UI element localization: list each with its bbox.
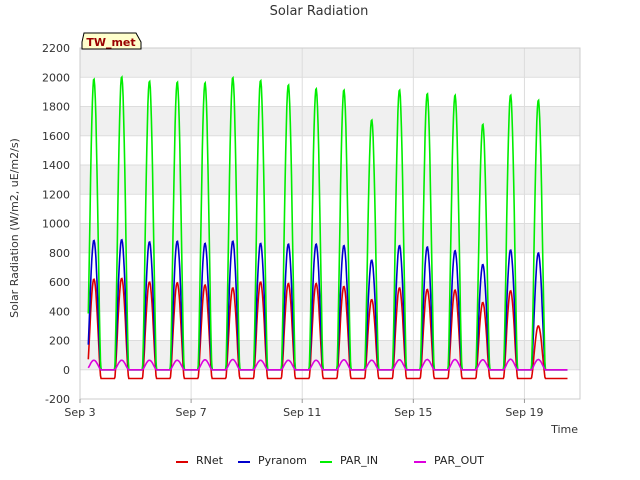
x-tick-label: Sep 19 [505, 406, 543, 419]
y-axis-label: Solar Radiation (W/m2, uE/m2/s) [8, 138, 21, 318]
background-band [80, 282, 580, 312]
x-axis-ticks: Sep 3 Sep 7 Sep 11 Sep 15 Sep 19 [64, 399, 544, 419]
series-rnet [87, 277, 568, 380]
x-tick-label: Sep 11 [283, 406, 321, 419]
y-tick-label: 2000 [42, 71, 70, 84]
x-axis-label: Time [550, 423, 578, 436]
x-tick-label: Sep 3 [64, 406, 95, 419]
y-tick-label: 400 [49, 305, 70, 318]
y-tick-label: 800 [49, 247, 70, 260]
series-par-out [87, 358, 568, 371]
background-band [80, 165, 580, 195]
legend-label-par-out: PAR_OUT [434, 454, 484, 467]
y-tick-label: 1800 [42, 101, 70, 114]
y-tick-label: 2200 [42, 42, 70, 55]
site-badge: TW_met [81, 32, 142, 50]
legend-label-par-in: PAR_IN [340, 454, 378, 467]
series-lines [87, 75, 568, 380]
background-band [80, 48, 580, 78]
y-tick-label: -200 [45, 393, 70, 406]
y-tick-label: 1400 [42, 159, 70, 172]
y-tick-label: 1000 [42, 218, 70, 231]
background-band [80, 106, 580, 136]
legend-label-rnet: RNet [196, 454, 224, 467]
chart-title: Solar Radiation [270, 4, 369, 19]
y-tick-label: 0 [63, 364, 70, 377]
legend-label-pyranom: Pyranom [258, 454, 307, 467]
plot-area [79, 47, 581, 400]
x-tick-label: Sep 7 [175, 406, 206, 419]
legend: RNet Pyranom PAR_IN PAR_OUT [176, 454, 484, 467]
site-badge-label: TW_met [86, 36, 135, 49]
y-axis-ticks: -200 0 200 400 600 800 1000 1200 1400 1600 1800 200… [42, 42, 70, 406]
x-tick-label: Sep 15 [394, 406, 432, 419]
y-tick-label: 200 [49, 335, 70, 348]
background-band [80, 223, 580, 253]
y-tick-label: 1200 [42, 188, 70, 201]
y-tick-label: 600 [49, 276, 70, 289]
y-tick-label: 1600 [42, 130, 70, 143]
background-band [80, 340, 580, 370]
